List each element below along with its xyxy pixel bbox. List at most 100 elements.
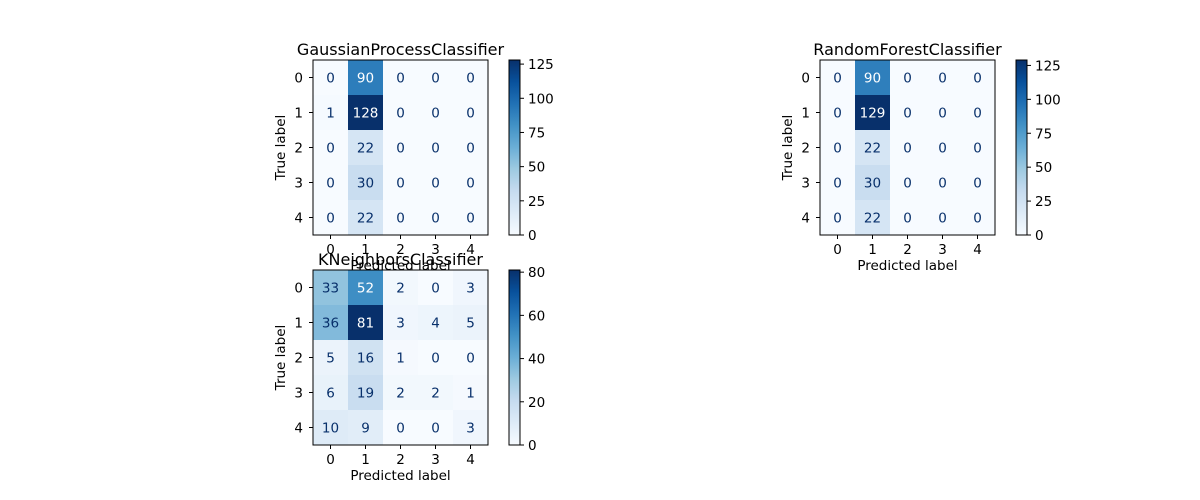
cell-value-label: 0	[431, 71, 440, 87]
cell-value-label: 0	[326, 71, 335, 87]
y-tick-label: 4	[294, 211, 303, 227]
cell-value-label: 0	[431, 351, 440, 367]
y-axis-label: True label	[780, 115, 796, 182]
colorbar-tick-label: 0	[528, 228, 537, 244]
heatmap-cell	[348, 200, 383, 235]
heatmap-cell	[925, 165, 960, 200]
colorbar	[508, 59, 521, 236]
x-tick-label: 4	[466, 242, 475, 258]
cell-value-label: 5	[326, 351, 335, 367]
x-tick-label: 2	[396, 452, 405, 468]
x-tick-label: 1	[868, 242, 877, 258]
cell-value-label: 0	[396, 141, 405, 157]
cell-value-label: 0	[431, 211, 440, 227]
heatmap-cell	[453, 305, 488, 340]
cell-value-label: 22	[357, 211, 374, 227]
heatmap-cell	[418, 130, 453, 165]
cell-value-label: 0	[903, 71, 912, 87]
heatmap-cell	[855, 165, 890, 200]
cell-value-label: 90	[357, 71, 374, 87]
cell-value-label: 0	[466, 141, 475, 157]
heatmap-cell	[348, 305, 383, 340]
heatmap-cell	[348, 410, 383, 445]
cell-value-label: 30	[357, 176, 374, 192]
chart-title: GaussianProcessClassifier	[297, 40, 505, 59]
cell-value-label: 3	[466, 421, 475, 437]
cell-value-label: 22	[864, 211, 881, 227]
cell-value-label: 9	[361, 421, 370, 437]
heatmap-cell	[925, 130, 960, 165]
heatmap-cell	[383, 200, 418, 235]
cell-value-label: 0	[396, 71, 405, 87]
cell-value-label: 5	[466, 316, 475, 332]
y-tick-label: 1	[801, 106, 810, 122]
x-tick-label: 2	[396, 242, 405, 258]
cell-value-label: 4	[431, 316, 440, 332]
heatmap-cell	[313, 340, 348, 375]
colorbar-tick-label: 100	[528, 91, 554, 107]
heatmap-cell	[348, 270, 383, 305]
y-tick-label: 0	[294, 281, 303, 297]
cell-value-label: 0	[466, 351, 475, 367]
heatmap-cell	[453, 340, 488, 375]
cell-value-label: 0	[326, 211, 335, 227]
y-tick-label: 0	[801, 71, 810, 87]
heatmap-cell	[820, 130, 855, 165]
cell-value-label: 3	[466, 281, 475, 297]
heatmap-cell	[383, 305, 418, 340]
heatmap-cell	[418, 305, 453, 340]
heatmap-cell	[960, 60, 995, 95]
heatmap-cell	[453, 200, 488, 235]
colorbar-tick-label: 60	[528, 308, 545, 324]
cell-value-label: 0	[466, 176, 475, 192]
cell-value-label: 0	[833, 71, 842, 87]
cell-value-label: 1	[396, 351, 405, 367]
colorbar-tick-label: 50	[528, 160, 545, 176]
x-tick-label: 2	[903, 242, 912, 258]
cell-value-label: 0	[326, 141, 335, 157]
cell-value-label: 0	[833, 176, 842, 192]
confusion-matrix-0: 0 90 0 0 01 128 0 0 00 22 0 0 00 30 0 0 00 22 0 0 00 1 2 3 40123…	[273, 40, 554, 274]
heatmap-cell	[418, 270, 453, 305]
colorbar-tick-label: 50	[1035, 160, 1052, 176]
x-axis-label: Predicted label	[857, 258, 957, 274]
y-tick-label: 1	[294, 106, 303, 122]
heatmap-cell	[313, 270, 348, 305]
cell-value-label: 0	[938, 71, 947, 87]
colorbar-tick-label: 100	[1035, 92, 1061, 108]
cell-value-label: 0	[938, 211, 947, 227]
cell-value-label: 129	[860, 106, 886, 122]
cell-value-label: 0	[938, 106, 947, 122]
cell-value-label: 0	[833, 211, 842, 227]
x-tick-label: 4	[973, 242, 982, 258]
cell-value-label: 0	[326, 176, 335, 192]
heatmap-cell	[960, 130, 995, 165]
y-tick-label: 3	[294, 386, 303, 402]
cell-value-label: 0	[833, 141, 842, 157]
heatmap-cell	[383, 130, 418, 165]
cell-value-label: 0	[903, 106, 912, 122]
colorbar	[1015, 59, 1028, 236]
heatmap-cell	[383, 95, 418, 130]
heatmap-cell	[313, 305, 348, 340]
cell-value-label: 33	[322, 281, 339, 297]
cell-value-label: 0	[973, 71, 982, 87]
cell-value-label: 0	[903, 176, 912, 192]
heatmap-cell	[855, 95, 890, 130]
heatmap-cell	[313, 410, 348, 445]
heatmap-cell	[418, 375, 453, 410]
heatmap-cell	[453, 410, 488, 445]
heatmap-cell	[348, 340, 383, 375]
cell-value-label: 0	[973, 106, 982, 122]
heatmap-cell	[418, 165, 453, 200]
heatmap-cell	[960, 200, 995, 235]
x-tick-label: 0	[326, 242, 335, 258]
cell-value-label: 0	[973, 176, 982, 192]
x-tick-label: 3	[431, 242, 440, 258]
cell-value-label: 0	[466, 211, 475, 227]
heatmap-cell	[855, 60, 890, 95]
cell-value-label: 0	[396, 211, 405, 227]
heatmap-cell	[313, 375, 348, 410]
heatmap-cell	[925, 200, 960, 235]
